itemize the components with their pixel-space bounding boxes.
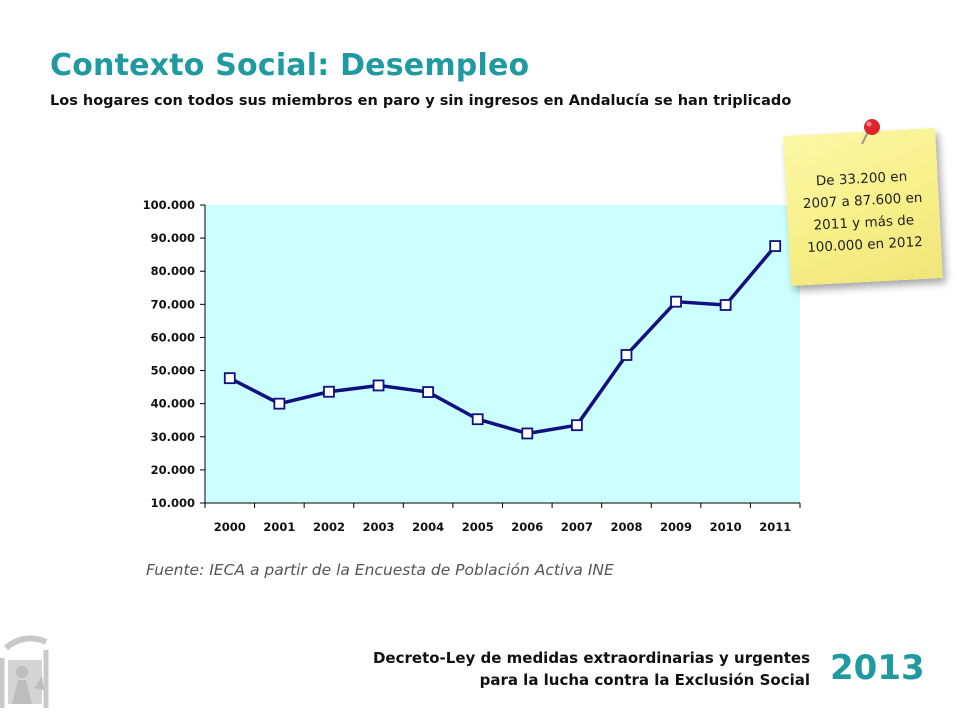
footer-line-2: para la lucha contra la Exclusión Social	[479, 671, 810, 689]
data-point	[273, 397, 286, 410]
data-point	[769, 240, 782, 252]
slide-subtitle: Los hogares con todos sus miembros en pa…	[50, 93, 792, 109]
x-tick-label: 2005	[462, 520, 494, 534]
push-pin-icon	[861, 119, 880, 145]
data-point	[620, 349, 633, 361]
data-point	[521, 427, 534, 440]
junta-andalucia-logo-icon	[0, 635, 49, 708]
footer-line-1: Decreto-Ley de medidas extraordinarias y…	[372, 649, 810, 667]
x-tick-label: 2006	[511, 520, 543, 534]
y-tick-label: 100.000	[143, 198, 195, 212]
source-caption: Fuente: IECA a partir de la Encuesta de …	[146, 561, 614, 579]
y-tick-label: 70.000	[151, 297, 195, 311]
series-line	[228, 244, 777, 436]
x-tick-label: 2010	[710, 520, 742, 534]
y-tick-label: 40.000	[151, 397, 195, 411]
y-tick-label: 20.000	[151, 463, 195, 477]
data-point	[223, 372, 236, 385]
y-tick-label: 30.000	[151, 430, 195, 444]
x-tick-label: 2011	[759, 520, 791, 534]
footer-decree: Decreto-Ley de medidas extraordinarias y…	[373, 647, 810, 691]
x-tick-label: 2009	[660, 520, 692, 534]
data-point	[372, 379, 385, 392]
data-point	[323, 385, 335, 398]
data-point	[471, 413, 484, 426]
x-tick-label: 2001	[263, 520, 295, 534]
x-tick-label: 2007	[561, 520, 593, 534]
sticky-note-text: De 33.200 en 2007 a 87.600 en 2011 y más…	[802, 168, 924, 256]
x-tick-label: 2008	[610, 520, 642, 534]
data-point	[422, 386, 435, 398]
data-point	[719, 299, 732, 311]
sticky-note: De 33.200 en 2007 a 87.600 en 2011 y más…	[783, 128, 943, 286]
x-tick-label: 2000	[214, 520, 246, 534]
data-point	[670, 295, 682, 308]
y-tick-label: 90.000	[151, 231, 195, 245]
plot-area	[205, 205, 800, 503]
data-point	[570, 419, 583, 432]
slide-title: Contexto Social: Desempleo	[50, 48, 530, 83]
y-tick-label: 10.000	[151, 496, 195, 510]
y-tick-label: 60.000	[151, 330, 195, 344]
x-tick-label: 2004	[412, 520, 444, 534]
footer-year: 2013	[830, 648, 925, 688]
x-tick-label: 2003	[363, 520, 395, 534]
x-tick-label: 2002	[313, 520, 345, 534]
y-tick-label: 80.000	[151, 264, 195, 278]
y-tick-label: 50.000	[151, 364, 195, 378]
